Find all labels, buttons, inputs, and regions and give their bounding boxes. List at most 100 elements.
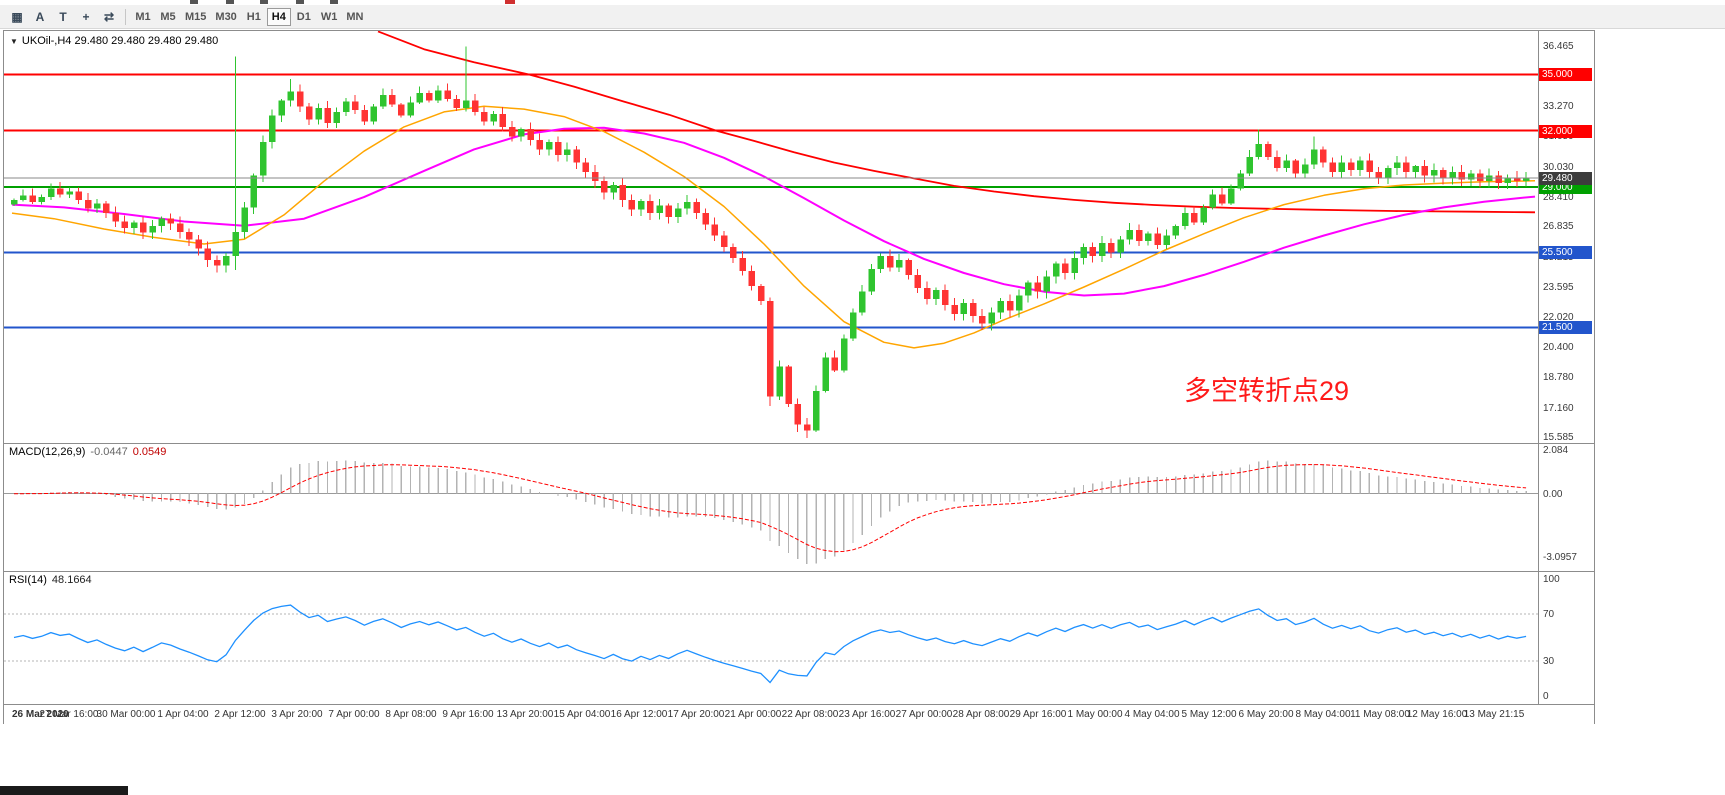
- label-tool-icon[interactable]: T: [52, 7, 74, 27]
- time-label: 27 Apr 00:00: [895, 709, 953, 720]
- symbol-line-text: UKOil-,H4 29.480 29.480 29.480 29.480: [21, 35, 219, 47]
- rsi-plot: [4, 604, 1538, 684]
- rsi-line: [13, 604, 1527, 684]
- price-tick: 18.780: [1543, 372, 1574, 384]
- macd-label: MACD(12,26,9) -0.0447 0.0549: [9, 446, 166, 458]
- time-label: 12 May 16:00: [1406, 709, 1468, 720]
- macd-signal-value: 0.0549: [132, 446, 167, 458]
- rsi-title: RSI(14): [9, 574, 47, 586]
- toolbar: ▦ A T + ⇄ M1 M5 M15 M30 H1 H4 D1 W1 MN: [0, 5, 1725, 29]
- time-label: 8 May 04:00: [1295, 709, 1351, 720]
- time-label: 28 Apr 08:00: [952, 709, 1010, 720]
- ma-red-line: [377, 31, 1536, 214]
- price-tick: 23.595: [1543, 282, 1574, 294]
- candlestick-chart[interactable]: [4, 31, 1538, 443]
- timeframe-h1-button[interactable]: H1: [242, 8, 266, 26]
- cycle-tool-icon[interactable]: ⇄: [98, 7, 120, 27]
- toolbar-separator: [125, 8, 126, 25]
- time-label: 15 Apr 04:00: [553, 709, 611, 720]
- time-label: 9 Apr 16:00: [442, 709, 494, 720]
- time-label: 8 Apr 08:00: [385, 709, 437, 720]
- ma-magenta-line: [11, 126, 1536, 297]
- time-label: 1 Apr 04:00: [157, 709, 209, 720]
- macd-scale-top: 2.084: [1543, 445, 1569, 457]
- timeframe-m1-button[interactable]: M1: [131, 8, 155, 26]
- macd-scale-bottom: -3.0957: [1543, 552, 1577, 564]
- time-label: 3 Apr 20:00: [271, 709, 323, 720]
- text-tool-icon[interactable]: A: [29, 7, 51, 27]
- current-price-badge: 29.480: [1539, 171, 1592, 185]
- taskbar-fragment: [0, 786, 128, 795]
- macd-signal-line: [14, 464, 1527, 553]
- price-tick: 17.160: [1543, 402, 1574, 414]
- time-label: 11 May 08:00: [1350, 709, 1410, 720]
- time-label: 29 Apr 16:00: [1009, 709, 1067, 720]
- horizontal-level-lines[interactable]: [4, 73, 1538, 329]
- tool-buttons-group: ▦ A T + ⇄: [6, 7, 120, 27]
- symbol-collapse-icon[interactable]: ▼: [10, 37, 18, 46]
- rsi-label: RSI(14) 48.1664: [9, 574, 92, 586]
- macd-histogram: [22, 460, 1527, 564]
- time-label: 30 Mar 00:00: [96, 709, 156, 720]
- symbol-ohlc-label: ▼ UKOil-,H4 29.480 29.480 29.480 29.480: [10, 35, 218, 47]
- rsi-value: 48.1664: [51, 574, 92, 586]
- price-level-badge: 25.500: [1539, 246, 1592, 260]
- time-label: 26 Mar 2020: [12, 709, 69, 720]
- time-axis[interactable]: 26 Mar 2020 27 Mar 16:00 30 Mar 00:00 1 Apr…: [4, 704, 1594, 724]
- timeframe-mn-button[interactable]: MN: [342, 8, 367, 26]
- time-label: 16 Apr 12:00: [610, 709, 668, 720]
- time-label: 7 Apr 00:00: [328, 709, 380, 720]
- pane-separator[interactable]: [4, 443, 1594, 444]
- price-tick: 15.585: [1543, 432, 1574, 444]
- macd-main-value: -0.0447: [90, 446, 128, 458]
- price-tick: 26.835: [1543, 221, 1574, 233]
- rsi-scale-label: 70: [1543, 609, 1555, 621]
- time-label: 23 Apr 16:00: [838, 709, 896, 720]
- price-tick: 22.020: [1543, 311, 1574, 323]
- timeframe-d1-button[interactable]: D1: [292, 8, 316, 26]
- tile-windows-icon[interactable]: ▦: [6, 7, 28, 27]
- price-tick: 33.270: [1543, 100, 1574, 112]
- time-label: 13 May 21:15: [1463, 709, 1525, 720]
- macd-indicator-pane[interactable]: MACD(12,26,9) -0.0447 0.0549: [4, 443, 1538, 571]
- time-label: 4 May 04:00: [1124, 709, 1180, 720]
- macd-scale-zero: 0.00: [1543, 488, 1563, 500]
- ma-orange-line: [11, 105, 1536, 349]
- price-scale[interactable]: 36.46533.27031.65030.03028.41026.83525.2…: [1538, 31, 1594, 704]
- candles: [11, 46, 1530, 439]
- time-label: 1 May 00:00: [1067, 709, 1123, 720]
- time-label: 17 Apr 20:00: [667, 709, 725, 720]
- price-tick: 28.410: [1543, 191, 1574, 203]
- price-level-badge: 32.000: [1539, 124, 1592, 138]
- time-label: 22 Apr 08:00: [781, 709, 839, 720]
- chart-annotation-text: 多空转折点29: [1184, 376, 1350, 406]
- rsi-scale-label: 0: [1543, 691, 1549, 702]
- timeframe-m30-button[interactable]: M30: [211, 8, 240, 26]
- time-label: 21 Apr 00:00: [724, 709, 782, 720]
- time-label: 5 May 12:00: [1181, 709, 1237, 720]
- price-level-badge: 21.500: [1539, 321, 1592, 335]
- time-label: 6 May 20:00: [1238, 709, 1294, 720]
- timeframe-w1-button[interactable]: W1: [317, 8, 342, 26]
- chart-window: ▼ UKOil-,H4 29.480 29.480 29.480 29.480 多…: [3, 30, 1595, 724]
- timeframe-h4-button[interactable]: H4: [266, 7, 291, 26]
- macd-plot: [4, 460, 1538, 564]
- macd-title: MACD(12,26,9): [9, 446, 86, 458]
- rsi-scale-label: 100: [1543, 574, 1560, 585]
- time-label: 2 Apr 12:00: [214, 709, 266, 720]
- time-label: 13 Apr 20:00: [496, 709, 554, 720]
- price-level-badge: 35.000: [1539, 68, 1592, 82]
- price-tick: 30.030: [1543, 161, 1574, 173]
- timeframe-m5-button[interactable]: M5: [156, 8, 180, 26]
- price-chart-pane[interactable]: ▼ UKOil-,H4 29.480 29.480 29.480 29.480 多…: [4, 31, 1538, 443]
- timeframe-buttons-group: M1 M5 M15 M30 H1 H4 D1 W1 MN: [131, 7, 367, 26]
- pane-separator[interactable]: [4, 571, 1594, 572]
- rsi-scale-label: 30: [1543, 655, 1555, 667]
- price-tick: 20.400: [1543, 341, 1574, 353]
- rsi-indicator-pane[interactable]: RSI(14) 48.1664: [4, 571, 1538, 704]
- price-tick: 36.465: [1543, 41, 1574, 52]
- crosshair-tool-icon[interactable]: +: [75, 7, 97, 27]
- time-label: 27 Mar 16:00: [39, 709, 99, 720]
- timeframe-m15-button[interactable]: M15: [181, 8, 210, 26]
